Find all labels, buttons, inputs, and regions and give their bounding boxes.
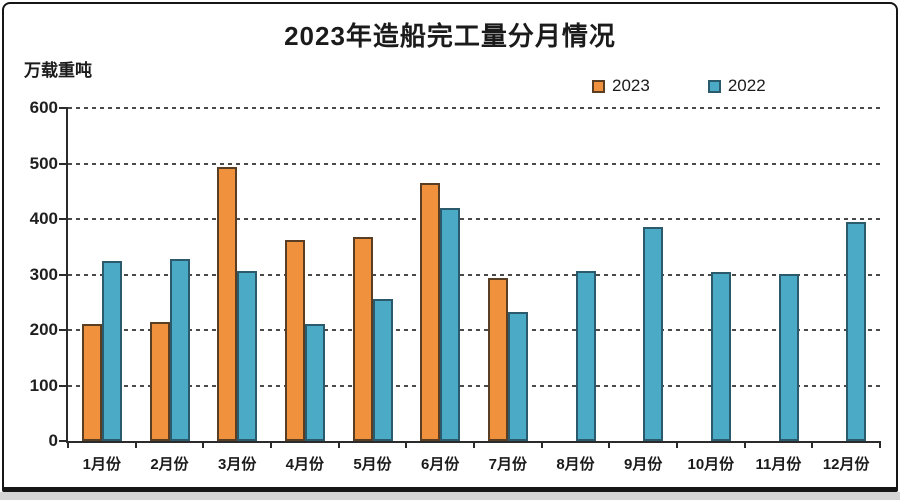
x-tick-mark-9: [676, 441, 678, 448]
x-category-label-1: 1月份: [82, 456, 121, 473]
legend-label-2023: 2023: [612, 76, 650, 95]
x-tick-mark-0: [67, 441, 69, 448]
y-tick-mark-500: [59, 162, 68, 165]
x-tick-mark-2: [202, 441, 205, 448]
x-category-label-9: 9月份: [623, 456, 663, 473]
x-category-label-11: 11月份: [755, 456, 802, 473]
legend-swatch-2022-icon: [707, 79, 721, 93]
y-axis-unit-label: 万载重吨: [24, 61, 92, 80]
y-tick-mark-200: [59, 329, 68, 331]
bar-2022-7月份: [507, 311, 528, 441]
x-tick-mark-11: [811, 441, 814, 448]
gridline-200: [68, 329, 880, 331]
y-tick-label-0: 0: [48, 431, 58, 450]
legend-label-2022: 2022: [727, 76, 766, 95]
gridline-100: [68, 384, 880, 387]
gridline-400: [68, 218, 880, 220]
x-tick-mark-12: [879, 441, 881, 448]
y-tick-mark-0: [59, 440, 68, 442]
y-tick-label-500: 500: [29, 153, 58, 173]
x-category-label-7: 7月份: [488, 456, 527, 473]
bar-2022-4月份: [304, 323, 325, 441]
x-category-label-4: 4月份: [285, 456, 324, 473]
bar-2022-8月份: [575, 270, 596, 441]
bar-2023-5月份: [352, 237, 373, 441]
x-category-label-8: 8月份: [556, 456, 595, 473]
x-tick-mark-1: [134, 441, 137, 448]
legend-item-2023: 2023: [592, 76, 650, 96]
legend: 2023 2022: [592, 76, 766, 96]
x-category-label-3: 3月份: [217, 456, 257, 473]
x-tick-mark-4: [337, 441, 340, 448]
bar-2022-6月份: [440, 207, 461, 441]
bar-2022-5月份: [372, 299, 393, 441]
bar-2022-9月份: [643, 227, 664, 441]
bar-2022-1月份: [101, 261, 122, 441]
bar-2023-4月份: [284, 239, 305, 441]
x-category-label-5: 5月份: [353, 456, 392, 473]
x-category-label-12: 12月份: [822, 456, 870, 473]
legend-item-2022: 2022: [707, 76, 766, 96]
y-tick-label-100: 100: [29, 375, 58, 395]
x-tick-mark-3: [270, 441, 272, 448]
bottom-edge-strip: [0, 492, 900, 500]
gridline-600: [68, 107, 880, 109]
y-tick-label-200: 200: [29, 320, 58, 339]
y-tick-label-400: 400: [29, 209, 58, 228]
bar-2022-3月份: [237, 271, 258, 441]
chart-title: 2023年造船完工量分月情况: [284, 21, 616, 51]
x-category-label-2: 2月份: [150, 456, 189, 473]
x-tick-mark-5: [405, 441, 408, 448]
x-tick-mark-8: [608, 441, 611, 448]
bar-2023-1月份: [81, 323, 102, 441]
bar-2022-11月份: [778, 273, 799, 441]
y-tick-mark-400: [59, 218, 68, 220]
bar-2022-12月份: [846, 221, 867, 441]
bar-2023-7月份: [487, 278, 508, 441]
bar-2022-10月份: [710, 271, 731, 441]
bar-2022-2月份: [169, 258, 190, 441]
y-tick-label-600: 600: [29, 98, 58, 117]
bar-2023-6月份: [420, 182, 441, 441]
gridline-300: [68, 273, 880, 276]
legend-swatch-2023-icon: [592, 79, 605, 93]
bar-2023-2月份: [149, 322, 170, 441]
y-tick-mark-300: [59, 273, 68, 276]
x-category-label-10: 10月份: [687, 456, 735, 473]
x-tick-mark-10: [743, 441, 746, 448]
gridline-500: [68, 162, 880, 165]
y-tick-mark-100: [59, 384, 68, 387]
y-tick-label-300: 300: [29, 264, 58, 284]
plot-area: 600 500 400 300 200 100 0 1月份 2月份 3月份 4月份 5月份 6月份 7月份…: [30, 98, 881, 473]
x-category-label-6: 6月份: [420, 456, 460, 473]
x-tick-mark-7: [540, 441, 543, 448]
bar-2023-3月份: [217, 167, 238, 441]
x-tick-mark-6: [473, 441, 475, 448]
y-tick-mark-600: [59, 107, 68, 109]
